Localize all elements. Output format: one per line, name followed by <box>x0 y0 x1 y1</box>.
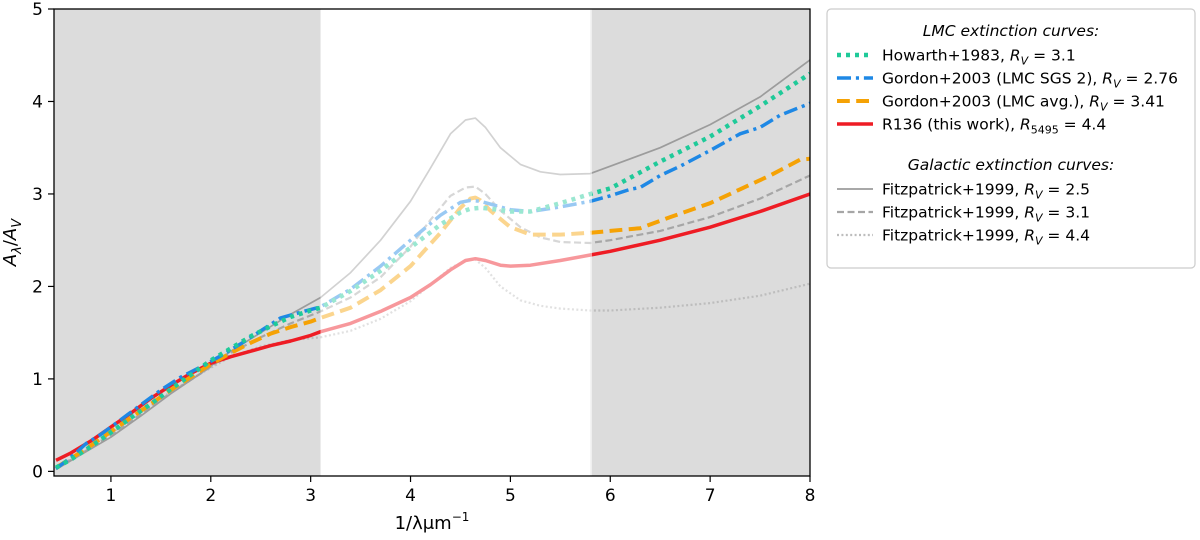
legend-label-4: Fitzpatrick+1999, RV = 2.5 <box>882 181 1090 202</box>
legend-box <box>826 8 1196 269</box>
x-tick-label-7: 8 <box>805 486 816 506</box>
legend-label-5: Fitzpatrick+1999, RV = 3.1 <box>882 204 1090 225</box>
x-tick-label-5: 6 <box>605 486 616 506</box>
faded-region-overlay <box>320 9 592 476</box>
shaded-regions <box>54 9 810 476</box>
x-tick-label-2: 3 <box>305 486 316 506</box>
y-tick-label-2: 2 <box>32 277 43 297</box>
x-tick-label-3: 4 <box>405 486 416 506</box>
x-tick-label-0: 1 <box>106 486 117 506</box>
legend-label-0: Howarth+1983, RV = 3.1 <box>882 47 1076 68</box>
shaded-region-1 <box>590 9 810 476</box>
y-tick-label-0: 0 <box>32 462 43 482</box>
legend-group-header-1: Galactic extinction curves: <box>908 156 1114 174</box>
y-tick-label-5: 5 <box>32 0 43 20</box>
y-axis-title: Aλ/AV <box>0 218 25 267</box>
legend-group-header-0: LMC extinction curves: <box>923 22 1100 40</box>
shaded-region-0 <box>54 9 321 476</box>
x-tick-label-6: 7 <box>705 486 716 506</box>
x-tick-label-4: 5 <box>505 486 516 506</box>
plot-frame <box>53 8 811 477</box>
x-axis-title: 1/λμm−1 <box>395 510 470 534</box>
legend-label-3: R136 (this work), R5495 = 4.4 <box>882 116 1106 137</box>
axes: 1 2 3 4 5 6 7 8 0 1 2 3 4 5 1/λμm−1 Aλ/AV <box>0 0 815 534</box>
legend-label-1: Gordon+2003 (LMC SGS 2), RV = 2.76 <box>882 70 1178 91</box>
y-tick-label-4: 4 <box>32 92 43 112</box>
y-tick-label-1: 1 <box>32 370 43 390</box>
legend-label-2: Gordon+2003 (LMC avg.), RV = 3.41 <box>882 93 1165 114</box>
legend: LMC extinction curves: Howarth+1983, RV =… <box>826 8 1196 269</box>
faded-overlay <box>320 9 592 476</box>
x-tick-label-1: 2 <box>205 486 216 506</box>
series-line-5 <box>55 174 810 470</box>
y-tick-label-3: 3 <box>32 185 43 205</box>
legend-label-6: Fitzpatrick+1999, RV = 4.4 <box>882 227 1090 248</box>
